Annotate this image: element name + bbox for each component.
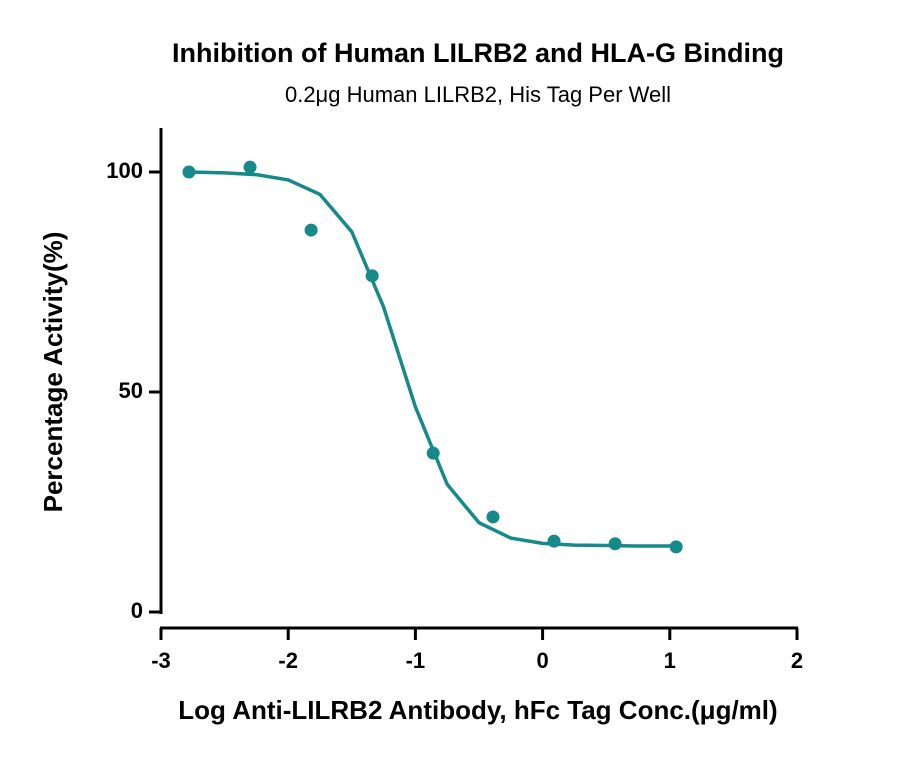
data-point	[486, 510, 500, 524]
x-tick-label: -3	[151, 648, 171, 673]
y-axis-label: Percentage Activity(%)	[38, 232, 68, 513]
fit-curve	[188, 170, 677, 548]
chart-subtitle: 0.2μg Human LILRB2, His Tag Per Well	[285, 82, 671, 107]
y-tick-label: 0	[131, 598, 143, 623]
x-tick-label: -2	[278, 648, 298, 673]
x-tick-label: 1	[664, 648, 676, 673]
y-tick-label: 50	[119, 378, 143, 403]
x-tick-label: 2	[791, 648, 803, 673]
data-point	[243, 160, 257, 174]
data-point	[608, 537, 622, 551]
x-axis-label: Log Anti-LILRB2 Antibody, hFc Tag Conc.(…	[178, 695, 777, 725]
y-tick-label: 100	[106, 158, 143, 183]
data-point	[304, 223, 318, 237]
x-tick-label: 0	[536, 648, 548, 673]
x-tick-label: -1	[406, 648, 426, 673]
chart-title: Inhibition of Human LILRB2 and HLA-G Bin…	[172, 38, 784, 68]
